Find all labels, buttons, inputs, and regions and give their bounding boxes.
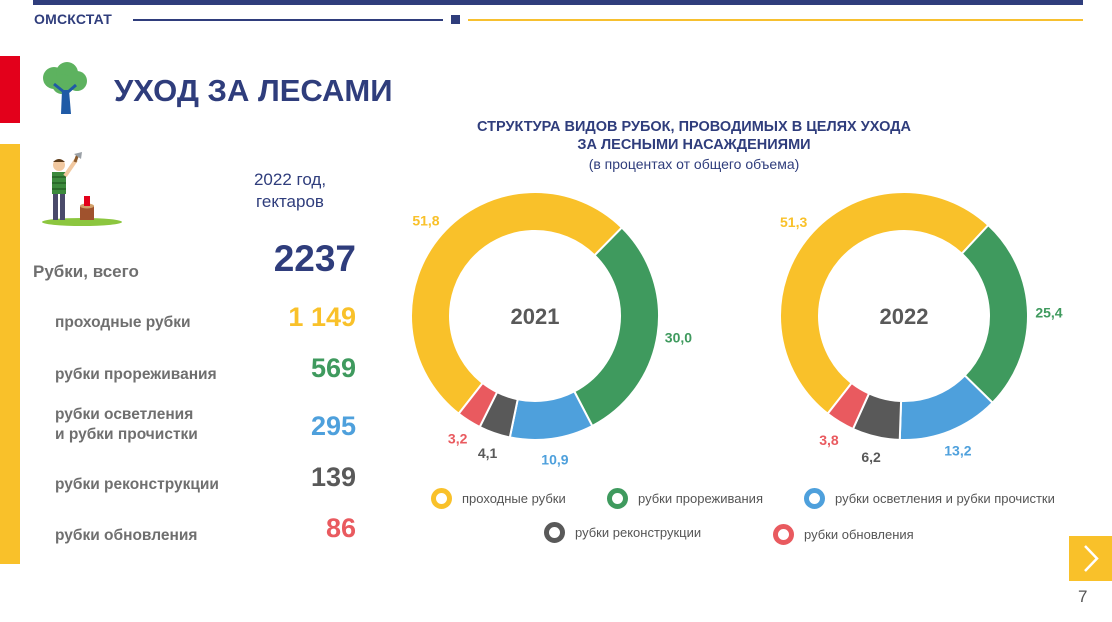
legend-label-reconstruction: рубки реконструкции [575,525,702,540]
donut-2022-label-1: 25,4 [1035,305,1062,321]
top-bar [33,0,1083,5]
donut-2021-segment-2 [508,390,594,441]
legend-label-thinning: рубки прореживания [638,491,763,506]
legend-item-clearing: рубки осветления и рубки прочистки [804,488,1055,509]
donut-2022-segment-4 [826,381,871,431]
legend-marker-renewal [773,524,794,545]
legend-marker-thinning [607,488,628,509]
next-slide-button[interactable] [1069,536,1112,581]
legend-item-thinning: рубки прореживания [607,488,763,509]
legend-marker-pass [431,488,452,509]
donut-2021-segment-0 [410,191,624,416]
header-line-gold [468,19,1083,21]
row-label-thinning: рубки прореживания [55,366,217,383]
accent-bar-gold [0,144,20,564]
donut-2022-segment-3 [851,392,903,441]
row-label-clearing-line1: рубки осветления [55,406,194,423]
donut-2021-label-2: 10,9 [541,452,568,468]
donut-2021-segment-3 [478,390,519,439]
chart-title-line2: ЗА ЛЕСНЫМИ НАСАЖДЕНИЯМИ [577,137,811,153]
header-square [451,15,460,24]
row-value-thinning-pass: 1 149 [288,302,356,332]
donut-2021-label-4: 3,2 [448,431,468,447]
legend-item-renewal: рубки обновления [773,524,914,545]
legend-marker-reconstruction [544,522,565,543]
header-line-blue [133,19,443,21]
donut-2022-segment-0 [779,191,990,416]
donut-2022-label-2: 13,2 [944,443,971,459]
tree-icon [43,62,87,114]
donut-2021-segment-4 [457,381,499,429]
chart-title: СТРУКТУРА ВИДОВ РУБОК, ПРОВОДИМЫХ В ЦЕЛЯ… [424,118,964,154]
row-label-clearing: рубки осветления и рубки прочистки [55,405,198,445]
year-label: 2022 год, [253,170,327,189]
brand-name: ОМСКСТАТ [34,11,113,27]
chart-title-line1: СТРУКТУРА ВИДОВ РУБОК, ПРОВОДИМЫХ В ЦЕЛЯ… [477,119,911,135]
lumberjack-icon [42,152,122,226]
legend-label-renewal: рубки обновления [804,527,914,542]
row-label-clearing-line2: и рубки прочистки [55,426,198,443]
donut-2021-label-3: 4,1 [478,445,498,461]
row-value-renewal: 86 [325,513,356,543]
row-value-thinning: 569 [310,353,356,383]
row-label-thinning-pass: проходные рубки [55,314,191,331]
legend-label-clearing: рубки осветления и рубки прочистки [835,491,1055,506]
total-value: 2237 [273,238,356,279]
page-title: УХОД ЗА ЛЕСАМИ [114,73,393,108]
donut-2022-label-4: 3,8 [819,432,839,448]
donut-2022-label-0: 51,3 [780,214,807,230]
donut-2021-label-0: 51,8 [412,212,439,228]
unit-label: гектаров [256,192,324,211]
legend-item-reconstruction: рубки реконструкции [544,522,701,543]
chart-subtitle: (в процентах от общего объема) [588,156,800,172]
row-value-clearing: 295 [310,411,356,441]
legend-marker-clearing [804,488,825,509]
accent-bar-red [0,56,20,123]
row-label-renewal: рубки обновления [55,527,198,544]
page-number: 7 [1078,587,1088,606]
legend-item-pass: проходные рубки [431,488,566,509]
donut-2022-segment-1 [960,223,1029,405]
donut-2021-center-label: 2021 [511,304,560,329]
donut-2022-segment-2 [898,374,995,441]
row-label-reconstruction: рубки реконструкции [55,476,219,493]
year-unit-label: 2022 год, гектаров [232,169,348,213]
row-value-reconstruction: 139 [310,462,356,492]
donut-2021-label-1: 30,0 [665,329,692,345]
donut-2022-label-3: 6,2 [861,449,881,465]
donut-2021-segment-1 [572,226,660,428]
total-label: Рубки, всего [33,262,139,281]
legend-label-pass: проходные рубки [462,491,566,506]
donut-2022-center-label: 2022 [880,304,929,329]
chevron-right-icon [1084,545,1099,572]
